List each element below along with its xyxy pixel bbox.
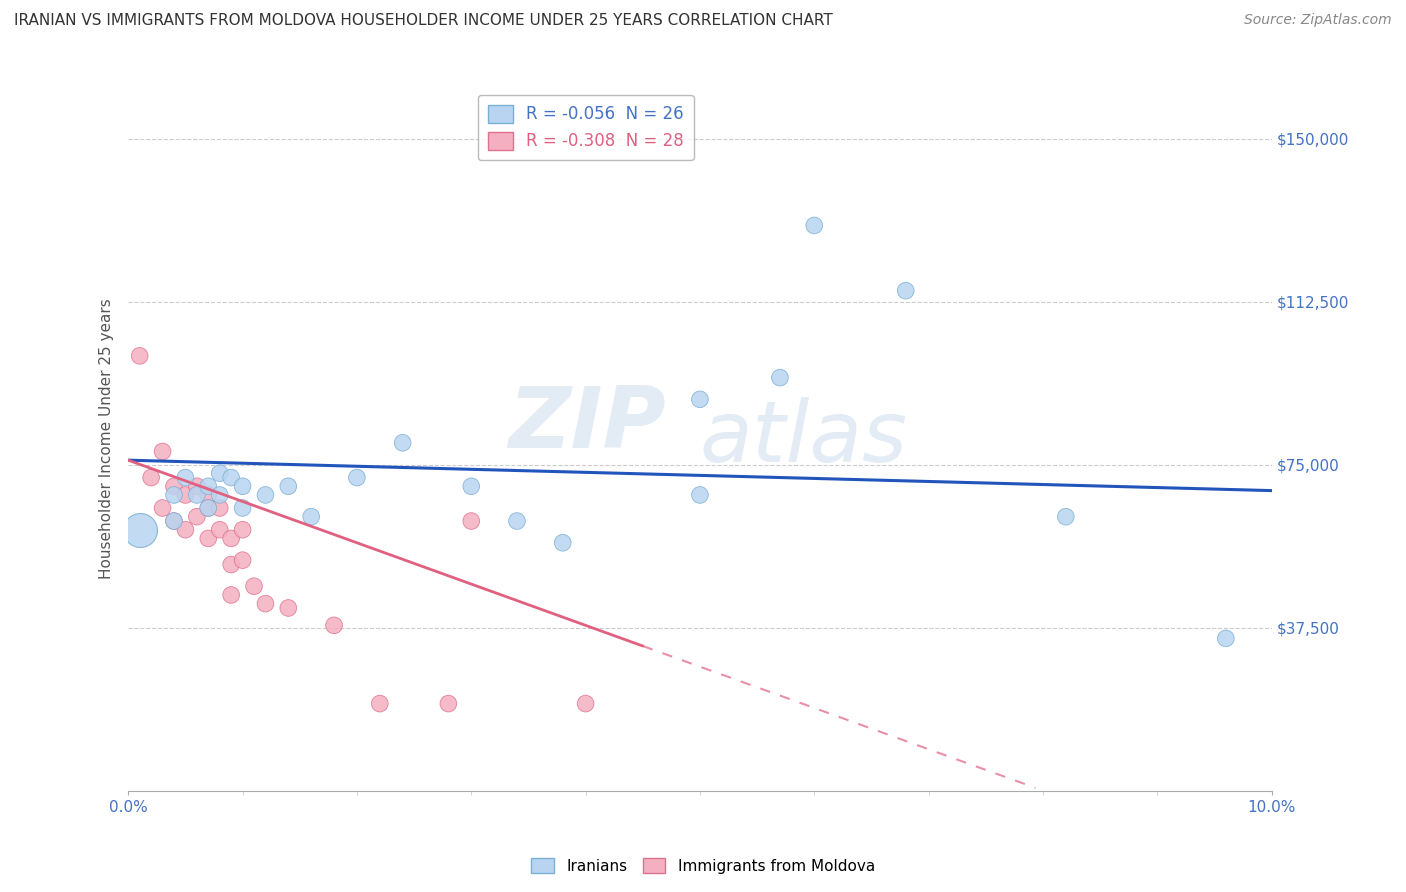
Point <box>689 488 711 502</box>
Point <box>163 479 186 493</box>
Point <box>186 509 208 524</box>
Point <box>1054 509 1077 524</box>
Point <box>323 618 346 632</box>
Point <box>128 349 150 363</box>
Point <box>163 488 186 502</box>
Point <box>506 514 529 528</box>
Point <box>139 470 162 484</box>
Point <box>460 514 482 528</box>
Point <box>186 479 208 493</box>
Point <box>208 500 231 515</box>
Point <box>174 470 197 484</box>
Text: IRANIAN VS IMMIGRANTS FROM MOLDOVA HOUSEHOLDER INCOME UNDER 25 YEARS CORRELATION: IRANIAN VS IMMIGRANTS FROM MOLDOVA HOUSE… <box>14 13 832 29</box>
Point <box>391 435 413 450</box>
Point <box>437 697 460 711</box>
Point <box>232 479 254 493</box>
Point <box>232 553 254 567</box>
Point <box>219 470 242 484</box>
Point <box>243 579 266 593</box>
Point <box>368 697 391 711</box>
Point <box>128 523 150 537</box>
Point <box>208 488 231 502</box>
Point <box>174 488 197 502</box>
Text: Source: ZipAtlas.com: Source: ZipAtlas.com <box>1244 13 1392 28</box>
Point <box>219 558 242 572</box>
Point <box>254 488 277 502</box>
Legend: R = -0.056  N = 26, R = -0.308  N = 28: R = -0.056 N = 26, R = -0.308 N = 28 <box>478 95 693 161</box>
Point <box>299 509 322 524</box>
Text: ZIP: ZIP <box>508 383 665 466</box>
Point <box>208 523 231 537</box>
Point <box>460 479 482 493</box>
Point <box>152 500 174 515</box>
Point <box>277 601 299 615</box>
Point <box>232 500 254 515</box>
Point <box>254 597 277 611</box>
Point <box>219 588 242 602</box>
Point <box>163 514 186 528</box>
Text: atlas: atlas <box>700 397 908 480</box>
Point <box>219 532 242 546</box>
Point <box>803 219 825 233</box>
Point <box>174 523 197 537</box>
Point <box>197 500 219 515</box>
Point <box>1215 632 1237 646</box>
Point <box>197 500 219 515</box>
Legend: Iranians, Immigrants from Moldova: Iranians, Immigrants from Moldova <box>524 852 882 880</box>
Point <box>277 479 299 493</box>
Point <box>208 467 231 481</box>
Point <box>574 697 596 711</box>
Point <box>152 444 174 458</box>
Point <box>551 535 574 549</box>
Point <box>197 532 219 546</box>
Point <box>894 284 917 298</box>
Point <box>163 514 186 528</box>
Point <box>689 392 711 407</box>
Point <box>769 370 792 384</box>
Point <box>197 479 219 493</box>
Point <box>197 488 219 502</box>
Point <box>346 470 368 484</box>
Point <box>186 488 208 502</box>
Point <box>232 523 254 537</box>
Y-axis label: Householder Income Under 25 years: Householder Income Under 25 years <box>100 298 114 579</box>
